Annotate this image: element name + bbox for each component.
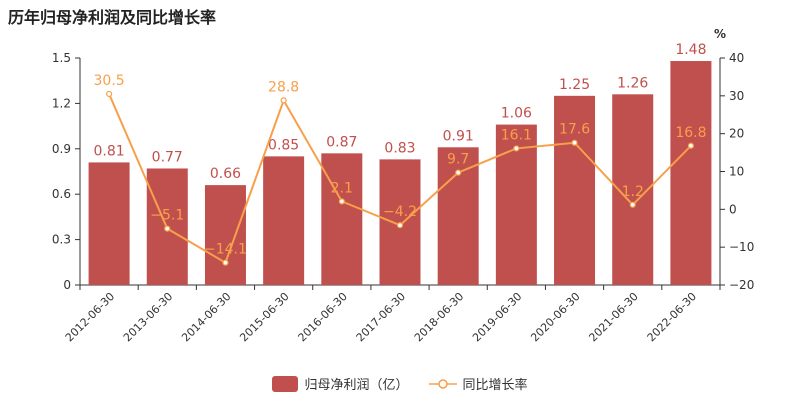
- x-tick-label: 2014-06-30: [179, 290, 233, 344]
- bar-value-label: 1.06: [501, 106, 532, 122]
- bar-value-label: 1.25: [559, 77, 590, 93]
- x-tick-label: 2022-06-30: [645, 290, 699, 344]
- x-tick-label: 2012-06-30: [63, 290, 117, 344]
- right-axis-unit: %: [714, 27, 726, 41]
- legend-label-growth: 同比增长率: [462, 378, 528, 393]
- left-tick-label: 1.2: [52, 96, 71, 110]
- chart-title: 历年归母净利润及同比增长率: [8, 8, 217, 27]
- bar-value-label: 0.77: [152, 149, 183, 165]
- left-tick-label: 1.5: [52, 51, 71, 65]
- growth-point[interactable]: [455, 169, 462, 176]
- growth-value-label: −4.2: [383, 204, 417, 220]
- bar-value-label: 0.85: [268, 137, 299, 153]
- growth-value-label: 9.7: [447, 152, 469, 168]
- x-tick-label: 2021-06-30: [586, 290, 640, 344]
- x-tick-label: 2016-06-30: [296, 290, 350, 344]
- right-tick-label: 0: [729, 202, 737, 216]
- legend-bar-swatch: [272, 375, 299, 392]
- left-tick-label: 0: [63, 278, 71, 292]
- bar[interactable]: [204, 185, 246, 285]
- right-tick-label: 30: [729, 89, 744, 103]
- left-tick-label: 0.9: [52, 142, 71, 156]
- x-tick-label: 2020-06-30: [528, 290, 582, 344]
- x-tick-label: 2017-06-30: [354, 290, 408, 344]
- bar-value-label: 1.26: [617, 75, 648, 91]
- bar-value-label: 0.87: [326, 134, 357, 150]
- x-tick-label: 2013-06-30: [121, 290, 175, 344]
- growth-point[interactable]: [629, 201, 636, 208]
- growth-value-label: −14.1: [204, 242, 247, 258]
- bar-value-label: 1.48: [675, 42, 706, 58]
- growth-value-label: 16.1: [501, 127, 532, 143]
- right-tick-label: 10: [729, 165, 744, 179]
- bar[interactable]: [437, 147, 479, 285]
- bar[interactable]: [670, 61, 712, 285]
- growth-point[interactable]: [164, 225, 171, 232]
- growth-point[interactable]: [280, 97, 287, 104]
- right-tick-label: 20: [729, 127, 744, 141]
- left-tick-label: 0.3: [52, 233, 71, 247]
- bar[interactable]: [88, 162, 130, 285]
- legend: 归母净利润（亿） 同比增长率: [0, 374, 800, 393]
- bar[interactable]: [263, 156, 305, 285]
- growth-value-label: −5.1: [150, 208, 184, 224]
- legend-line-swatch: [428, 378, 457, 389]
- growth-value-label: 17.6: [559, 122, 590, 138]
- bar-value-label: 0.66: [210, 166, 241, 182]
- right-tick-label: −20: [729, 278, 754, 292]
- right-tick-label: −10: [729, 240, 754, 254]
- growth-value-label: 2.1: [331, 180, 353, 196]
- bar-value-label: 0.91: [443, 128, 474, 144]
- bar-value-label: 0.83: [384, 140, 415, 156]
- left-tick-label: 0.6: [52, 187, 71, 201]
- growth-value-label: 30.5: [94, 73, 125, 89]
- growth-point[interactable]: [571, 139, 578, 146]
- growth-point[interactable]: [396, 222, 404, 229]
- x-tick-label: 2019-06-30: [470, 290, 524, 344]
- growth-point[interactable]: [222, 259, 229, 266]
- bar[interactable]: [554, 95, 596, 285]
- growth-point[interactable]: [687, 142, 695, 149]
- bar-value-label: 0.81: [94, 143, 125, 159]
- right-tick-label: 40: [729, 51, 744, 65]
- legend-item-profit[interactable]: 归母净利润（亿）: [272, 374, 409, 393]
- x-tick-label: 2018-06-30: [412, 290, 466, 344]
- legend-item-growth[interactable]: 同比增长率: [428, 374, 528, 393]
- legend-label-profit: 归母净利润（亿）: [304, 378, 409, 393]
- x-tick-label: 2015-06-30: [237, 290, 291, 344]
- bar[interactable]: [321, 153, 363, 285]
- growth-point[interactable]: [105, 90, 113, 98]
- growth-point[interactable]: [338, 198, 345, 205]
- growth-value-label: 28.8: [268, 79, 299, 95]
- growth-value-label: 16.8: [675, 125, 706, 141]
- growth-point[interactable]: [513, 145, 520, 152]
- growth-value-label: 1.2: [622, 184, 644, 200]
